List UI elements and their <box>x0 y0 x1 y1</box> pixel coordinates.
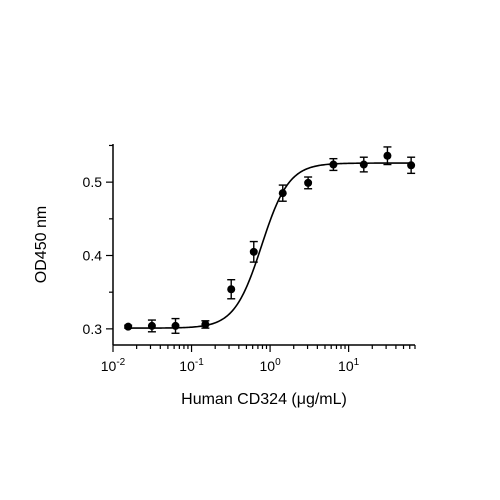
x-ticks: 10-2 10-1 100 101 <box>101 345 416 374</box>
point-marker <box>304 178 313 187</box>
x-tick-label: 101 <box>338 357 360 374</box>
point-marker <box>329 160 338 169</box>
data-point <box>201 320 210 329</box>
fit-curve <box>128 162 412 329</box>
x-tick-label: 10-2 <box>101 357 126 374</box>
axes <box>112 144 415 346</box>
point-marker <box>383 151 392 160</box>
y-ticks: 0.3 0.4 0.5 <box>83 144 113 337</box>
data-point <box>147 319 156 333</box>
data-point <box>304 176 313 190</box>
data-point <box>227 279 236 300</box>
point-marker <box>227 285 236 294</box>
data-point <box>124 322 133 331</box>
point-marker <box>249 247 258 256</box>
x-tick-label: 10-1 <box>179 357 204 374</box>
y-axis-title: OD450 nm <box>33 206 50 283</box>
data-point <box>171 317 180 334</box>
y-tick-label: 0.5 <box>83 174 103 190</box>
data-point <box>383 146 392 166</box>
x-tick-label: 100 <box>260 357 282 374</box>
x-axis-title: Human CD324 (μg/mL) <box>181 391 347 408</box>
fit-curve-layer <box>128 162 412 329</box>
point-marker <box>147 321 156 330</box>
y-tick-label: 0.4 <box>83 248 103 264</box>
data-points-layer <box>124 146 416 334</box>
data-point <box>359 156 368 173</box>
data-point <box>329 157 338 172</box>
y-tick-label: 0.3 <box>83 321 103 337</box>
point-marker <box>171 321 180 330</box>
data-point <box>249 240 258 263</box>
data-point <box>278 184 287 202</box>
point-marker <box>124 322 133 331</box>
point-marker <box>359 160 368 169</box>
point-marker <box>407 161 416 170</box>
point-marker <box>278 189 287 198</box>
point-marker <box>201 320 210 329</box>
data-point <box>407 156 416 175</box>
